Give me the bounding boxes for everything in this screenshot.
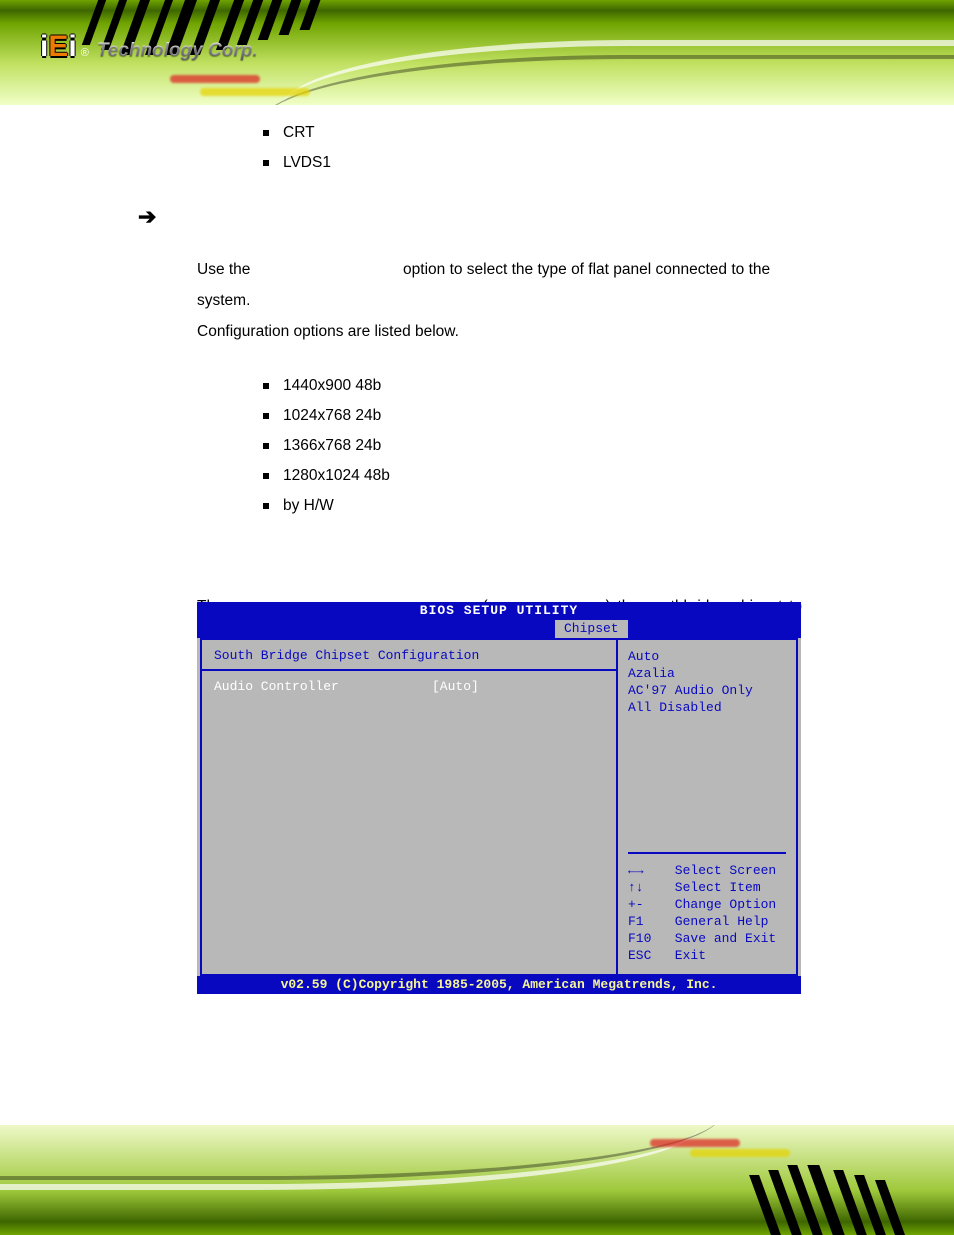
list-item-label: CRT — [283, 124, 315, 141]
bios-help-legend: ←→ Select Screen ↑↓ Select Item +- Chang… — [628, 852, 786, 964]
list-item: 1024x768 24b — [263, 401, 954, 431]
text: Configuration options are listed below. — [197, 323, 459, 340]
bios-setting-row[interactable]: Audio Controller [Auto] — [214, 679, 604, 694]
bios-left-pane: South Bridge Chipset Configuration Audio… — [200, 638, 618, 976]
bios-option: AC'97 Audio Only — [628, 682, 786, 699]
text: Use the — [197, 261, 255, 278]
list-item-label: 1366x768 24b — [283, 437, 381, 454]
flat-panel-options-list: 1440x900 48b 1024x768 24b 1366x768 24b 1… — [263, 371, 954, 521]
bios-help-line: F10 Save and Exit — [628, 930, 786, 947]
bios-option: Azalia — [628, 665, 786, 682]
list-item-label: by H/W — [283, 497, 334, 514]
boot-display-list: CRT LVDS1 — [263, 118, 954, 178]
bios-help-line: ESC Exit — [628, 947, 786, 964]
logo-tagline: Technology Corp. — [97, 40, 258, 62]
page-content: CRT LVDS1 ➔ Use the option to select the… — [0, 118, 954, 684]
bios-right-pane: Auto Azalia AC'97 Audio Only All Disable… — [618, 638, 798, 976]
page-header-decor: iEi ® Technology Corp. — [0, 0, 954, 105]
bios-help-line: ↑↓ Select Item — [628, 879, 786, 896]
list-item: 1440x900 48b — [263, 371, 954, 401]
bios-option: Auto — [628, 648, 786, 665]
bios-footer: v02.59 (C)Copyright 1985-2005, American … — [197, 976, 801, 994]
page-footer-decor — [0, 1125, 954, 1235]
flat-panel-paragraph: Use the option to select the type of fla… — [197, 254, 802, 347]
list-item: LVDS1 — [263, 148, 954, 178]
bios-active-tab[interactable]: Chipset — [555, 620, 628, 638]
bios-option: All Disabled — [628, 699, 786, 716]
list-item: 1366x768 24b — [263, 431, 954, 461]
bios-tab-bar: Chipset — [197, 620, 801, 638]
list-item-label: 1024x768 24b — [283, 407, 381, 424]
list-item: 1280x1024 48b — [263, 461, 954, 491]
list-item: by H/W — [263, 491, 954, 521]
text: option to select the type of flat panel … — [197, 261, 770, 309]
list-item-label: 1280x1024 48b — [283, 467, 390, 484]
bios-screenshot: BIOS SETUP UTILITY Chipset South Bridge … — [197, 602, 801, 994]
bios-help-line: ←→ Select Screen — [628, 862, 786, 879]
list-item-label: 1440x900 48b — [283, 377, 381, 394]
section-arrow-row: ➔ — [138, 204, 954, 226]
bios-setting-label: Audio Controller — [214, 679, 339, 694]
bios-setting-value: [Auto] — [432, 679, 479, 694]
registered-icon: ® — [81, 47, 89, 59]
bios-option-list: Auto Azalia AC'97 Audio Only All Disable… — [628, 648, 786, 716]
bios-title-bar: BIOS SETUP UTILITY — [197, 602, 801, 620]
bios-body: South Bridge Chipset Configuration Audio… — [197, 638, 801, 976]
list-item: CRT — [263, 118, 954, 148]
bios-section-title: South Bridge Chipset Configuration — [202, 648, 616, 671]
arrow-right-icon: ➔ — [138, 204, 156, 229]
bios-help-line: F1 General Help — [628, 913, 786, 930]
bios-help-line: +- Change Option — [628, 896, 786, 913]
logo-mark: iEi — [40, 30, 77, 64]
brand-logo: iEi ® Technology Corp. — [40, 30, 280, 70]
list-item-label: LVDS1 — [283, 154, 331, 171]
